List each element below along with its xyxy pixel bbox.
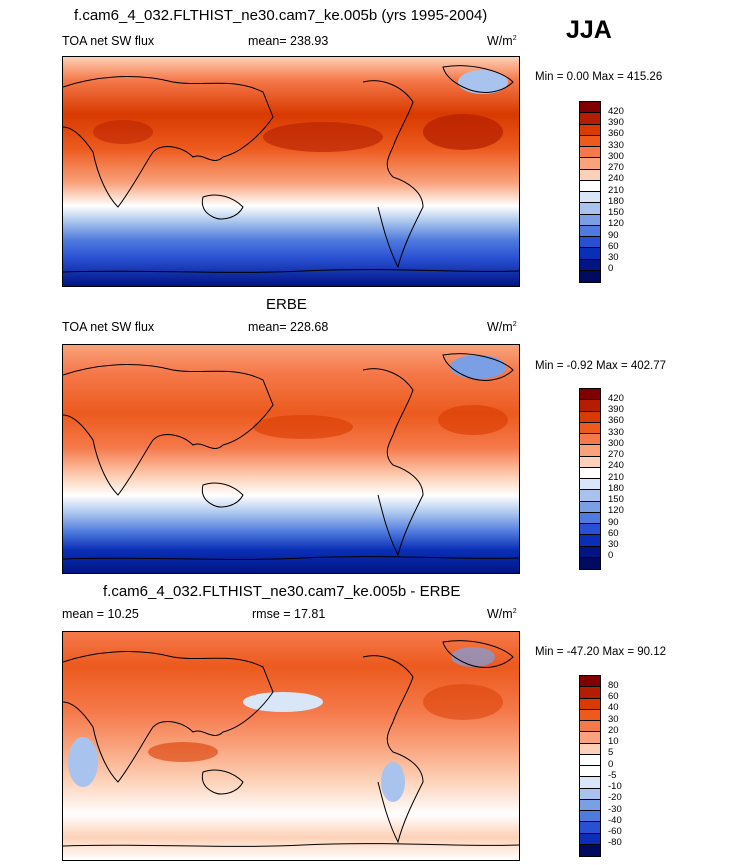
panel2-colorbar-label: 240 <box>608 460 624 471</box>
panel2-colorbar-label: 300 <box>608 438 624 449</box>
panel3-colorbar-label: -40 <box>608 815 622 826</box>
panel1-colorbar-label: 150 <box>608 207 624 218</box>
panel3-colorbar-label: 5 <box>608 747 614 758</box>
panel2-colorbar-label: 60 <box>608 528 619 539</box>
panel1-colorbar-label: 210 <box>608 185 624 196</box>
panel1-colorbar-label: 360 <box>608 128 624 139</box>
panel3-rmse-label: rmse = 17.81 <box>252 607 326 621</box>
panel1-minmax: Min = 0.00 Max = 415.26 <box>535 71 663 83</box>
panel3-units: W/m2 <box>487 607 517 621</box>
panel1-title: f.cam6_4_032.FLTHIST_ne30.cam7_ke.005b (… <box>74 7 488 24</box>
panel3-colorbar-label: 60 <box>608 691 619 702</box>
panel1-colorbar-label: 420 <box>608 106 624 117</box>
panel3-colorbar-label: 10 <box>608 736 619 747</box>
panel3-colorbar-label: -10 <box>608 781 622 792</box>
panel2-colorbar-label: 90 <box>608 517 619 528</box>
panel1-colorbar-label: 0 <box>608 263 614 274</box>
panel1-map <box>62 56 520 287</box>
panel1-colorbar <box>579 101 601 283</box>
panel2-units: W/m2 <box>487 320 517 334</box>
panel2-colorbar-label: 360 <box>608 415 624 426</box>
panel3-colorbar-label: 80 <box>608 680 619 691</box>
panel1-colorbar-label: 240 <box>608 173 624 184</box>
panel3-coastlines <box>63 640 519 847</box>
panel1-coastlines <box>63 65 519 273</box>
panel2-colorbar-label: 30 <box>608 539 619 550</box>
panel2-colorbar <box>579 388 601 570</box>
panel2-variable-label: TOA net SW flux <box>62 320 155 334</box>
panel2-map <box>62 344 520 574</box>
panel2-title: ERBE <box>266 296 307 313</box>
season-label: JJA <box>566 16 612 44</box>
panel1-variable-label: TOA net SW flux <box>62 34 155 48</box>
panel3-colorbar-label: -20 <box>608 792 622 803</box>
panel2-colorbar-label: 210 <box>608 472 624 483</box>
panel1-units: W/m2 <box>487 34 517 48</box>
panel3-minmax: Min = -47.20 Max = 90.12 <box>535 646 667 658</box>
panel1-colorbar-label: 120 <box>608 218 624 229</box>
panel2-colorbar-label: 150 <box>608 494 624 505</box>
panel3-map <box>62 631 520 861</box>
panel3-colorbar-label: -60 <box>608 826 622 837</box>
panel2-minmax: Min = -0.92 Max = 402.77 <box>535 360 667 372</box>
panel3-colorbar <box>579 675 601 857</box>
panel1-colorbar-label: 330 <box>608 140 624 151</box>
panel3-colorbar-label: -5 <box>608 770 617 781</box>
panel2-coastlines <box>63 353 519 560</box>
panel1-colorbar-label: 30 <box>608 252 619 263</box>
panel3-colorbar-label: -80 <box>608 837 622 848</box>
panel1-mean-label: mean= 238.93 <box>248 34 329 48</box>
panel1-colorbar-label: 180 <box>608 196 624 207</box>
panel3-colorbar-label: -30 <box>608 804 622 815</box>
panel3-colorbar-label: 20 <box>608 725 619 736</box>
panel2-colorbar-label: 270 <box>608 449 624 460</box>
panel2-colorbar-label: 120 <box>608 505 624 516</box>
panel2-mean-label: mean= 228.68 <box>248 320 329 334</box>
panel1-colorbar-label: 90 <box>608 230 619 241</box>
panel3-colorbar-label: 0 <box>608 759 614 770</box>
panel2-colorbar-label: 180 <box>608 483 624 494</box>
panel1-colorbar-label: 300 <box>608 151 624 162</box>
panel2-colorbar-label: 420 <box>608 393 624 404</box>
panel3-colorbar-label: 30 <box>608 714 619 725</box>
panel2-colorbar-label: 330 <box>608 427 624 438</box>
panel1-colorbar-label: 270 <box>608 162 624 173</box>
panel3-title: f.cam6_4_032.FLTHIST_ne30.cam7_ke.005b -… <box>103 583 461 600</box>
panel3-colorbar-label: 40 <box>608 702 619 713</box>
panel1-colorbar-label: 60 <box>608 241 619 252</box>
panel2-colorbar-label: 0 <box>608 550 614 561</box>
panel1-colorbar-label: 390 <box>608 117 624 128</box>
panel2-colorbar-label: 390 <box>608 404 624 415</box>
panel3-mean-label: mean = 10.25 <box>62 607 139 621</box>
